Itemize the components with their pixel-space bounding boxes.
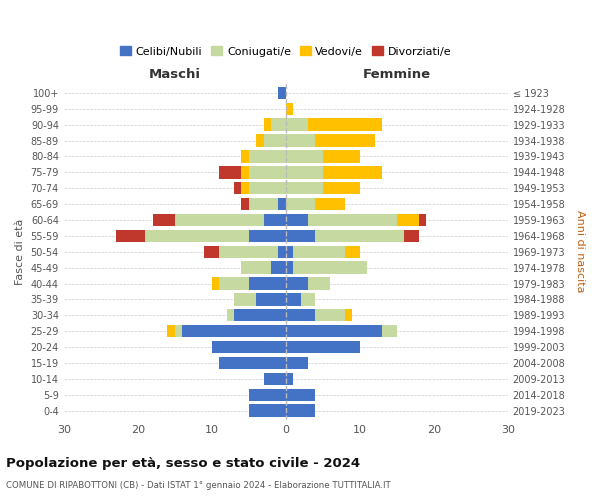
Bar: [263, 372, 286, 385]
Bar: [241, 198, 249, 210]
Bar: [286, 230, 316, 242]
Bar: [286, 293, 301, 306]
Bar: [316, 309, 345, 322]
Text: Femmine: Femmine: [363, 68, 431, 81]
Text: Popolazione per età, sesso e stato civile - 2024: Popolazione per età, sesso e stato civil…: [6, 458, 360, 470]
Y-axis label: Anni di nascita: Anni di nascita: [575, 210, 585, 293]
Bar: [286, 118, 308, 131]
Bar: [286, 182, 323, 194]
Bar: [286, 246, 293, 258]
Bar: [175, 325, 182, 338]
Bar: [286, 325, 382, 338]
Bar: [316, 198, 345, 210]
Bar: [219, 357, 286, 369]
Bar: [286, 357, 308, 369]
Bar: [345, 246, 360, 258]
Bar: [241, 262, 271, 274]
Bar: [249, 388, 286, 401]
Bar: [249, 404, 286, 417]
Y-axis label: Fasce di età: Fasce di età: [15, 218, 25, 285]
Bar: [249, 166, 286, 178]
Bar: [323, 182, 360, 194]
Bar: [219, 166, 241, 178]
Bar: [278, 86, 286, 99]
Bar: [323, 166, 382, 178]
Bar: [219, 278, 249, 289]
Bar: [286, 102, 293, 115]
Bar: [286, 341, 360, 353]
Bar: [419, 214, 427, 226]
Bar: [205, 246, 219, 258]
Text: Maschi: Maschi: [149, 68, 201, 81]
Bar: [249, 230, 286, 242]
Bar: [249, 182, 286, 194]
Bar: [286, 372, 293, 385]
Bar: [345, 309, 352, 322]
Bar: [382, 325, 397, 338]
Bar: [316, 230, 404, 242]
Bar: [397, 214, 419, 226]
Bar: [212, 278, 219, 289]
Bar: [308, 118, 382, 131]
Bar: [286, 309, 316, 322]
Bar: [271, 118, 286, 131]
Bar: [249, 278, 286, 289]
Bar: [286, 134, 316, 146]
Bar: [286, 404, 316, 417]
Bar: [286, 262, 293, 274]
Bar: [182, 325, 286, 338]
Bar: [323, 150, 360, 162]
Bar: [308, 278, 330, 289]
Text: COMUNE DI RIPABOTTONI (CB) - Dati ISTAT 1° gennaio 2024 - Elaborazione TUTTITALI: COMUNE DI RIPABOTTONI (CB) - Dati ISTAT …: [6, 481, 391, 490]
Bar: [234, 182, 241, 194]
Bar: [263, 214, 286, 226]
Bar: [256, 134, 263, 146]
Bar: [308, 214, 397, 226]
Bar: [286, 198, 316, 210]
Bar: [404, 230, 419, 242]
Legend: Celibi/Nubili, Coniugati/e, Vedovi/e, Divorziati/e: Celibi/Nubili, Coniugati/e, Vedovi/e, Di…: [116, 42, 456, 61]
Bar: [227, 309, 234, 322]
Bar: [241, 166, 249, 178]
Bar: [145, 230, 249, 242]
Bar: [175, 214, 263, 226]
Bar: [278, 246, 286, 258]
Bar: [234, 309, 286, 322]
Bar: [167, 325, 175, 338]
Bar: [116, 230, 145, 242]
Bar: [249, 150, 286, 162]
Bar: [241, 182, 249, 194]
Bar: [234, 293, 256, 306]
Bar: [212, 341, 286, 353]
Bar: [219, 246, 278, 258]
Bar: [278, 198, 286, 210]
Bar: [293, 246, 345, 258]
Bar: [263, 134, 286, 146]
Bar: [286, 214, 308, 226]
Bar: [241, 150, 249, 162]
Bar: [316, 134, 374, 146]
Bar: [286, 150, 323, 162]
Bar: [256, 293, 286, 306]
Bar: [286, 278, 308, 289]
Bar: [263, 118, 271, 131]
Bar: [301, 293, 316, 306]
Bar: [286, 166, 323, 178]
Bar: [293, 262, 367, 274]
Bar: [152, 214, 175, 226]
Bar: [286, 388, 316, 401]
Bar: [249, 198, 278, 210]
Bar: [271, 262, 286, 274]
